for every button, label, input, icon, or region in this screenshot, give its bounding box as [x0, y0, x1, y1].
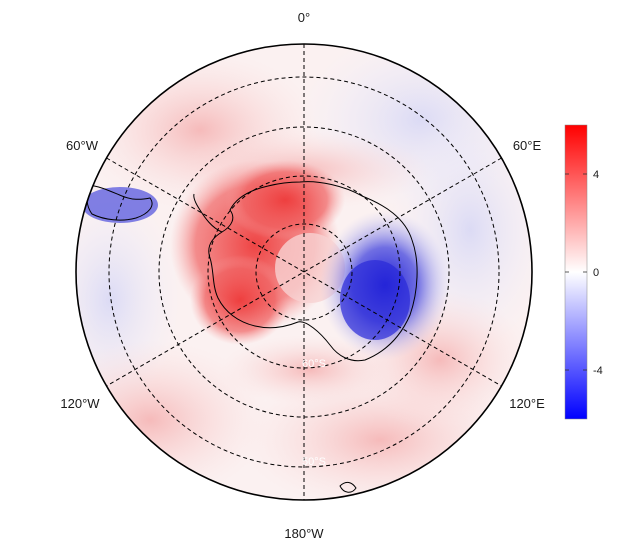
lon-label-0: 0°	[298, 10, 310, 25]
south-america-tip	[86, 184, 153, 221]
antarctic-peninsula	[193, 193, 223, 233]
graticule	[106, 44, 502, 500]
colorbar: 4 0 -4	[564, 124, 603, 420]
lon-label-60e: 60°E	[513, 138, 542, 153]
anomaly-field	[76, 44, 532, 500]
new-zealand-edge	[339, 481, 357, 493]
lat-label-50s: 50°S	[302, 456, 326, 468]
lon-label-120w: 120°W	[60, 396, 100, 411]
lat-label-60s: 60°S	[302, 358, 326, 370]
map-border	[75, 43, 533, 501]
colorbar-tick-label: -4	[593, 365, 603, 377]
coastlines	[86, 181, 418, 493]
antarctica-coastline	[208, 181, 418, 362]
lon-label-60w: 60°W	[66, 138, 99, 153]
lon-label-180w: 180°W	[284, 526, 324, 541]
colorbar-tick-label: 4	[593, 169, 599, 181]
colorbar-tick-label: 0	[593, 267, 599, 279]
lon-label-120e: 120°E	[509, 396, 545, 411]
